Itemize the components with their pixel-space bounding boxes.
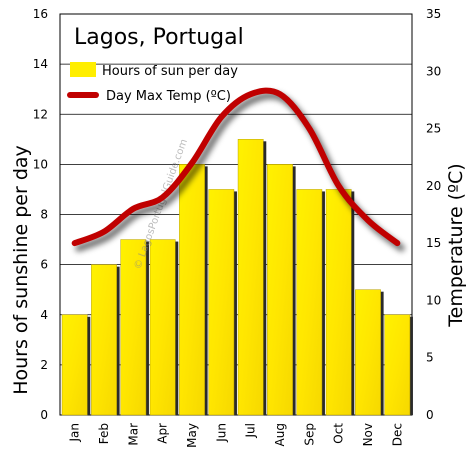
temperature-line — [71, 87, 405, 252]
bar-aug — [267, 164, 293, 416]
x-tick-label: Jul — [244, 423, 258, 438]
bar-may — [179, 164, 205, 416]
bar-oct — [325, 189, 352, 416]
x-axis-labels: Jan Feb Mar Apr May Jun Jul Aug Sep Oct Nov Dec — [68, 423, 405, 448]
bar-dec — [384, 314, 411, 416]
y-tick-label: 10 — [33, 157, 48, 171]
y2-tick-label: 5 — [426, 351, 434, 365]
bar-mar — [120, 239, 147, 416]
x-tick-label: Aug — [273, 423, 287, 446]
y2-tick-label: 35 — [426, 7, 441, 21]
y2-tick-label: 10 — [426, 293, 441, 307]
y-axis-title: Hours of sunshine per day — [10, 145, 32, 395]
y-tick-label: 14 — [33, 57, 48, 71]
legend: Hours of sun per day Day Max Temp (ºC) — [67, 62, 238, 104]
y2-tick-label: 15 — [426, 236, 441, 250]
legend-bar-label: Hours of sun per day — [102, 64, 238, 79]
y-tick-label: 12 — [33, 107, 48, 121]
y2-axis-title: Temperature (ºC) — [445, 163, 467, 327]
x-tick-label: May — [185, 423, 199, 448]
x-tick-label: Dec — [390, 423, 404, 446]
bar-apr — [149, 239, 176, 416]
x-tick-label: Nov — [361, 423, 375, 446]
y-tick-label: 4 — [40, 308, 48, 322]
bar-nov — [355, 289, 381, 416]
y-tick-label: 16 — [33, 7, 48, 21]
y2-tick-label: 25 — [426, 122, 441, 136]
y-tick-label: 2 — [40, 358, 48, 372]
y-tick-label: 6 — [40, 258, 48, 272]
left-axis-ticks: 0 2 4 6 8 10 12 14 16 — [33, 7, 48, 422]
y2-tick-label: 20 — [426, 179, 441, 193]
y-tick-label: 8 — [40, 208, 48, 222]
x-tick-label: Apr — [156, 423, 170, 444]
bars — [61, 139, 411, 416]
y2-tick-label: 30 — [426, 64, 441, 78]
legend-line-label: Day Max Temp (ºC) — [106, 89, 231, 104]
legend-bar-swatch — [70, 62, 96, 77]
x-tick-label: Oct — [332, 423, 346, 444]
chart-title: Lagos, Portugal — [74, 25, 244, 50]
x-tick-label: Sep — [302, 423, 316, 446]
right-axis-ticks: 0 5 10 15 20 25 30 35 — [426, 7, 441, 422]
temperature-series-line — [71, 87, 401, 247]
x-tick-label: Mar — [126, 423, 140, 446]
x-tick-label: Jan — [68, 423, 82, 443]
bar-sep — [296, 189, 323, 416]
bar-jun — [208, 189, 235, 416]
x-tick-label: Jun — [214, 423, 228, 443]
y2-tick-label: 0 — [426, 408, 434, 422]
bar-jan — [61, 314, 88, 416]
x-tick-label: Feb — [97, 423, 111, 444]
bar-jul — [237, 139, 264, 416]
y-tick-label: 0 — [40, 408, 48, 422]
bar-feb — [91, 264, 117, 416]
